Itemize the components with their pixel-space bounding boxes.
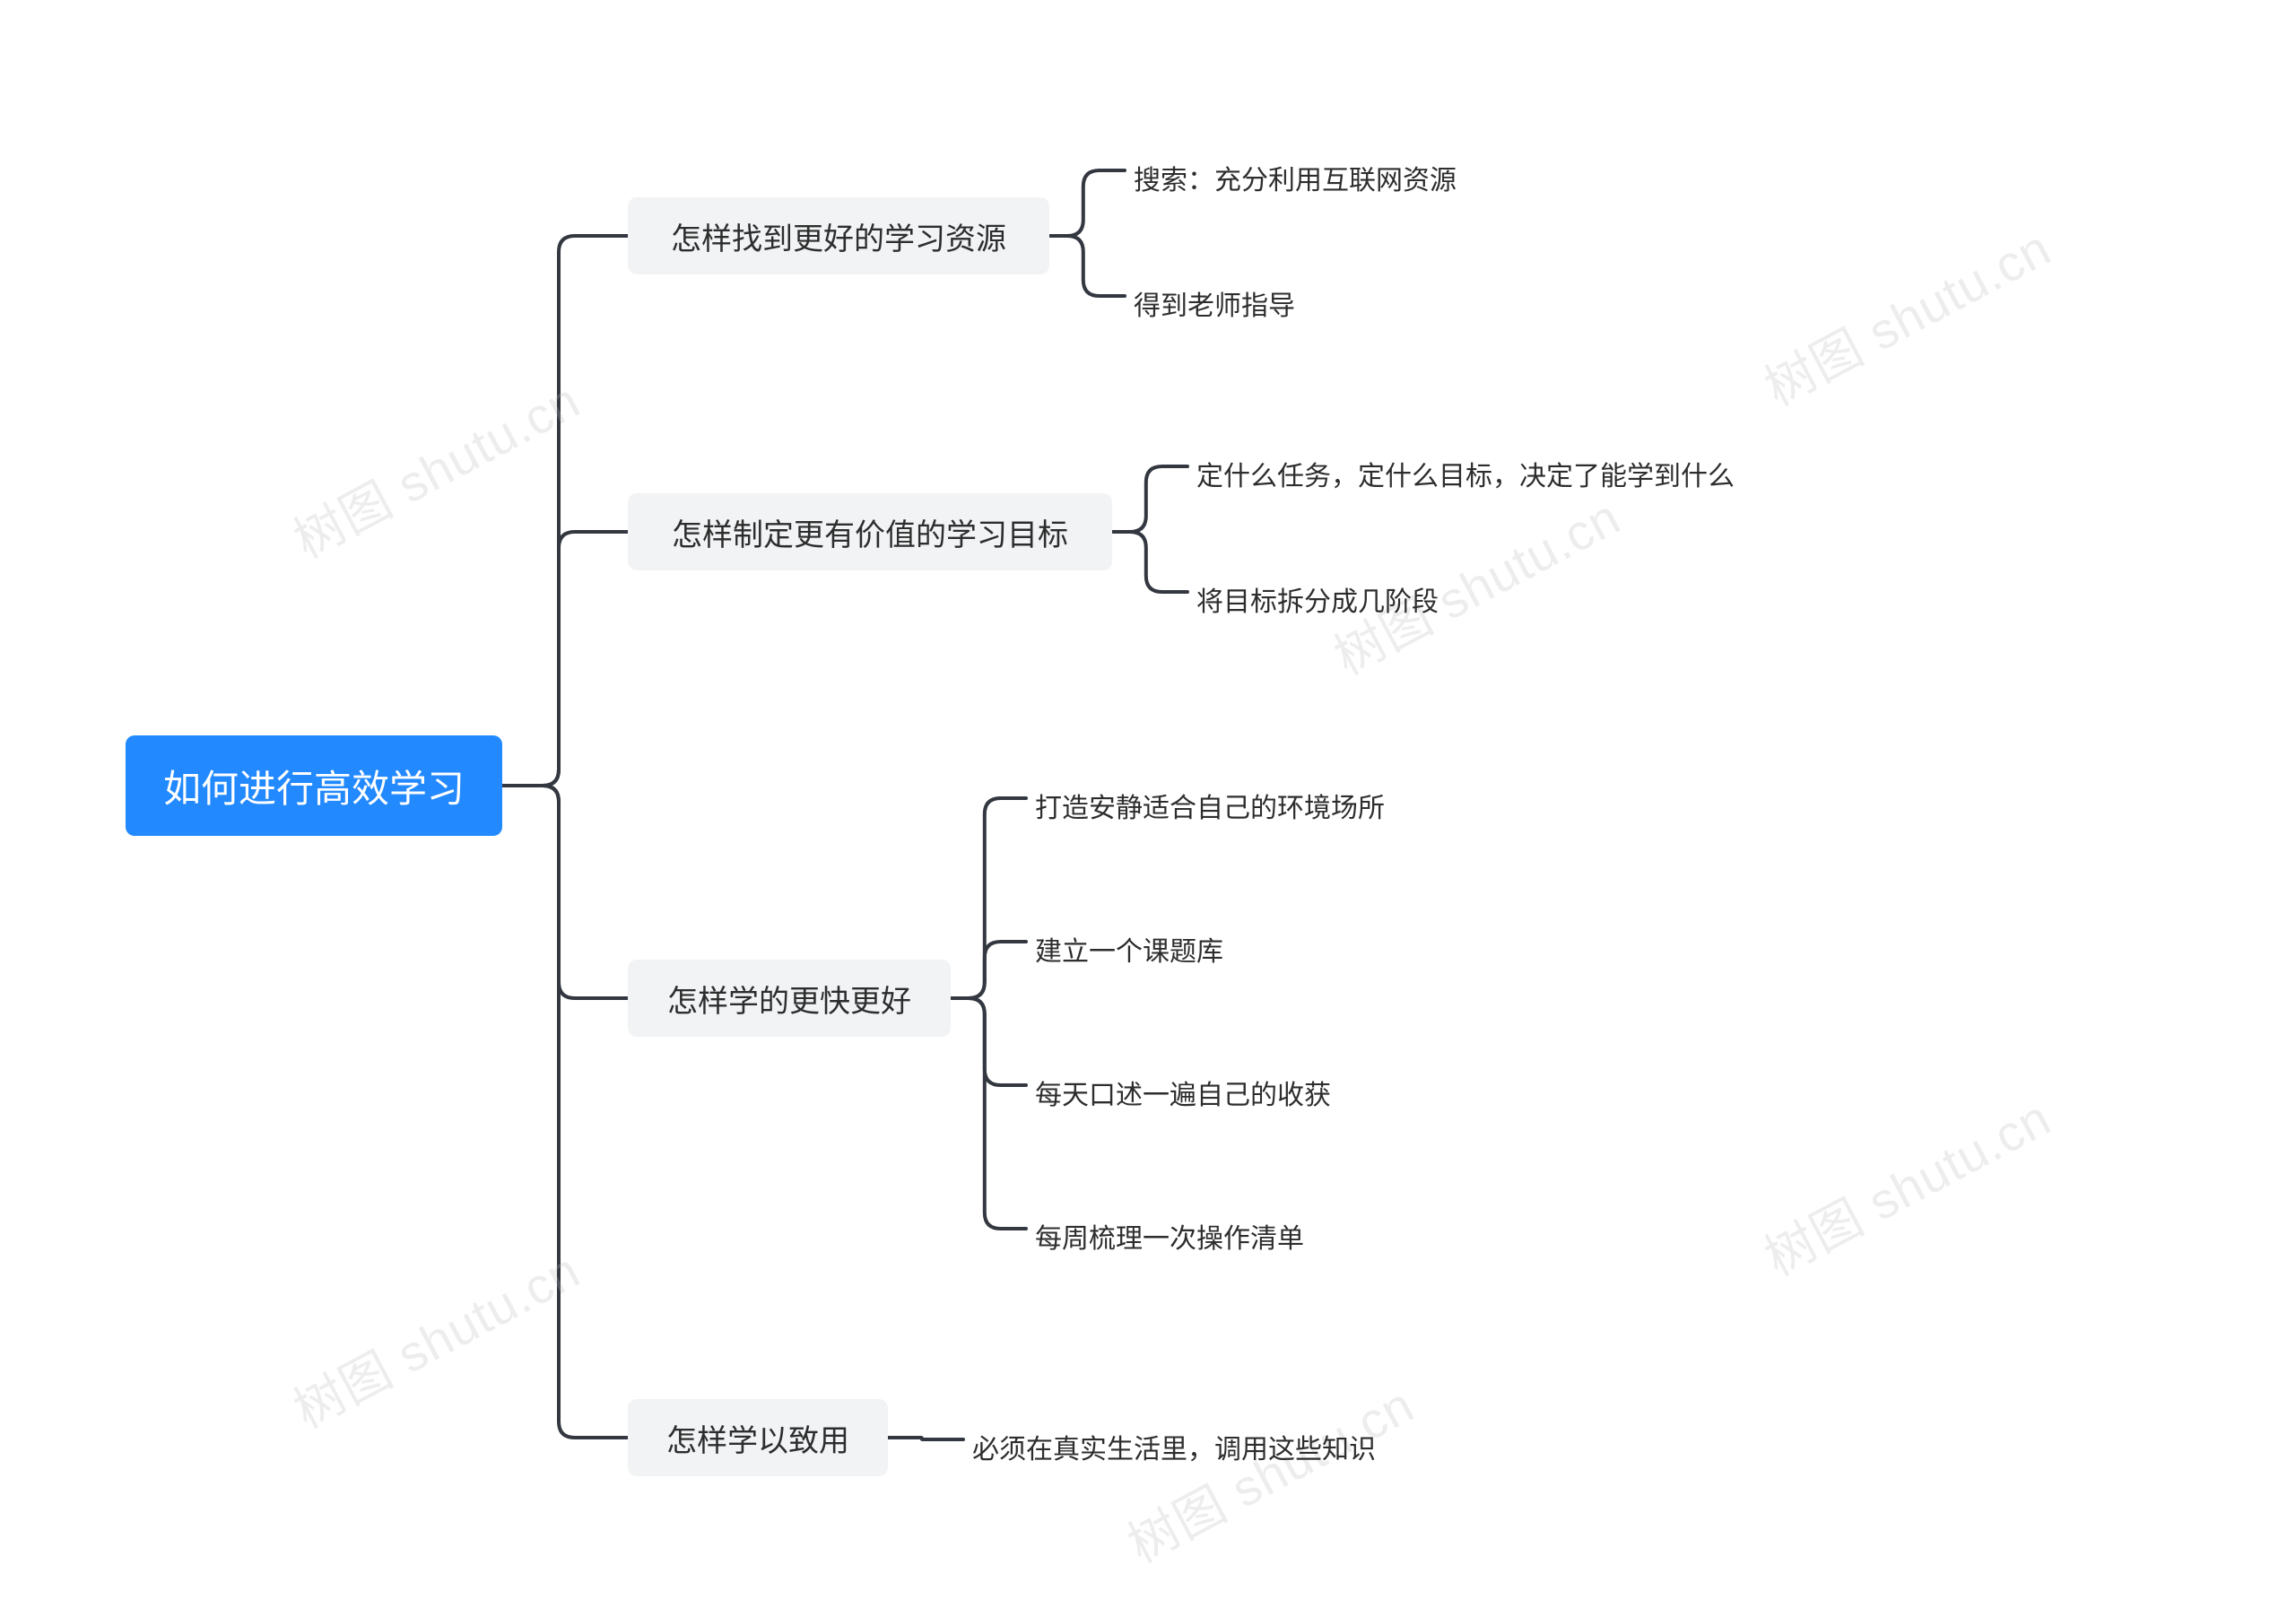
leaf-node[interactable]: 建立一个课题库 bbox=[1031, 924, 1227, 974]
connector-path bbox=[502, 236, 628, 786]
connector-path bbox=[502, 532, 628, 786]
branch-node[interactable]: 怎样学以致用 bbox=[628, 1399, 888, 1476]
leaf-node[interactable]: 每周梳理一次操作清单 bbox=[1031, 1211, 1308, 1261]
connector-path bbox=[1112, 466, 1187, 532]
watermark: 树图 shutu.cn bbox=[1750, 209, 2061, 421]
connector-path bbox=[1049, 236, 1125, 296]
connector-path bbox=[502, 786, 628, 1438]
leaf-node[interactable]: 必须在真实生活里，调用这些知识 bbox=[969, 1421, 1379, 1472]
watermark: 树图 shutu.cn bbox=[1750, 1079, 2061, 1291]
leaf-node[interactable]: 每天口述一遍自己的收获 bbox=[1031, 1067, 1335, 1117]
root-node[interactable]: 如何进行高效学习 bbox=[126, 735, 502, 836]
connector-path bbox=[502, 786, 628, 998]
mindmap-canvas: 树图 shutu.cn 树图 shutu.cn 树图 shutu.cn 树图 shut… bbox=[0, 0, 2296, 1617]
leaf-node[interactable]: 打造安静适合自己的环境场所 bbox=[1031, 780, 1388, 830]
connector-path bbox=[1049, 170, 1125, 236]
connector-path bbox=[951, 942, 1026, 998]
branch-node[interactable]: 怎样找到更好的学习资源 bbox=[628, 197, 1049, 274]
branch-node[interactable]: 怎样制定更有价值的学习目标 bbox=[628, 493, 1112, 570]
leaf-node[interactable]: 定什么任务，定什么目标，决定了能学到什么 bbox=[1193, 448, 1738, 499]
connector-path bbox=[888, 1438, 963, 1439]
connector-path bbox=[951, 998, 1026, 1229]
branch-node[interactable]: 怎样学的更快更好 bbox=[628, 960, 951, 1037]
leaf-node[interactable]: 搜索：充分利用互联网资源 bbox=[1130, 152, 1460, 203]
leaf-node[interactable]: 得到老师指导 bbox=[1130, 278, 1299, 328]
watermark: 树图 shutu.cn bbox=[279, 361, 590, 573]
connector-path bbox=[951, 798, 1026, 998]
watermark: 树图 shutu.cn bbox=[279, 1231, 590, 1443]
leaf-node[interactable]: 将目标拆分成几阶段 bbox=[1193, 574, 1442, 624]
connector-path bbox=[1112, 532, 1187, 592]
connector-path bbox=[951, 998, 1026, 1085]
